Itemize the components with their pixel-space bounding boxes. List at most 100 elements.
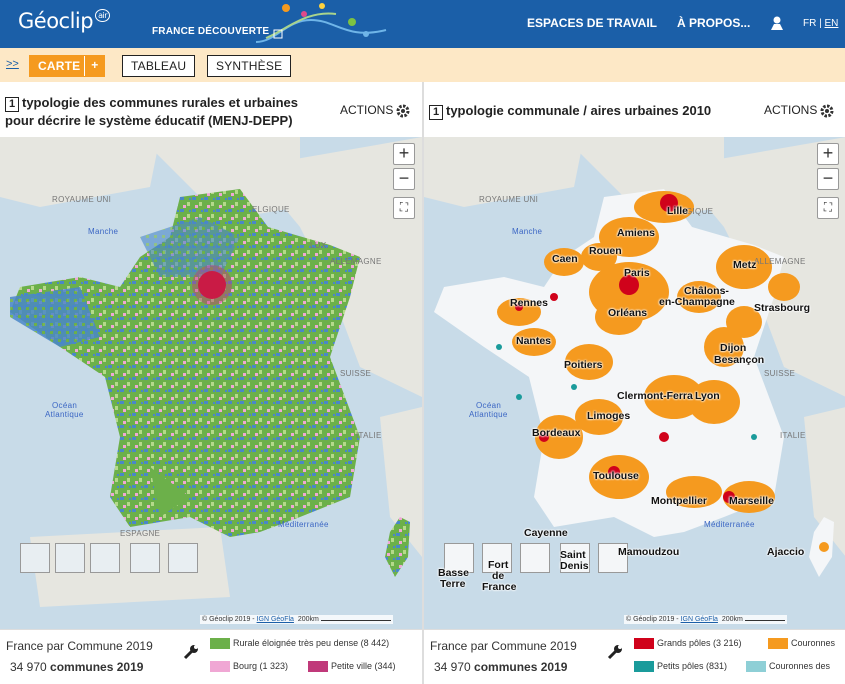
wrench-icon[interactable] (183, 644, 199, 660)
territory-scope[interactable]: France par Commune 2019 (6, 639, 153, 653)
label-mediterranee: Méditerranée (704, 520, 755, 529)
user-icon[interactable] (770, 15, 784, 31)
map-number-badge: 1 (5, 97, 19, 112)
zoom-out-button[interactable]: − (393, 168, 415, 190)
legend-swatch (746, 661, 766, 673)
city-caen: Caen (552, 253, 578, 265)
territory-scope[interactable]: France par Commune 2019 (430, 639, 577, 653)
site-subtitle: FRANCE DÉCOUVERTE (152, 26, 270, 37)
right-map[interactable]: ROYAUME UNI GIQUE ALLEMAGNE SUISSE ITALI… (424, 137, 845, 629)
right-map-title[interactable]: 1 typologie communale / aires urbaines 20… (429, 102, 749, 120)
right-map-panel: 1 typologie communale / aires urbaines 20… (424, 82, 845, 684)
label-ocean: Océan (476, 401, 502, 410)
label-uk: ROYAUME UNI (52, 195, 112, 204)
overseas-guadeloupe[interactable] (20, 543, 50, 573)
gear-icon (820, 104, 834, 118)
overseas-mayotte[interactable] (598, 543, 628, 573)
view-tabbar: >> CARTE + TABLEAU SYNTHÈSE (0, 48, 845, 82)
legend-label: Couronnes (791, 638, 836, 648)
attribution-link[interactable]: IGN GéoFla (256, 616, 294, 623)
city-fort-de-france-1: Fort (488, 559, 509, 571)
overseas-mayotte[interactable] (168, 543, 198, 573)
right-basemap (424, 137, 845, 577)
overseas-reunion[interactable] (560, 543, 590, 573)
expand-panel-link[interactable]: >> (6, 58, 19, 70)
label-belgique: GIQUE (686, 207, 714, 216)
nav-espaces-de-travail[interactable]: ESPACES DE TRAVAIL (527, 16, 658, 30)
overseas-reunion[interactable] (130, 543, 160, 573)
right-footer: France par Commune 2019 34 970 communes … (424, 629, 845, 684)
overseas-martinique[interactable] (55, 543, 85, 573)
left-actions-button[interactable]: ACTIONS (340, 103, 410, 118)
city-strasbourg: Strasbourg (754, 302, 811, 314)
city-rouen: Rouen (589, 245, 622, 257)
left-map[interactable]: ROYAUME UNI ELGIQUE LUX. ALLEMAGNE SUISS… (0, 137, 422, 629)
legend-label: Petits pôles (831) (657, 661, 728, 671)
legend-swatch (768, 638, 788, 650)
label-suisse: SUISSE (764, 369, 796, 378)
zoom-in-button[interactable]: + (393, 143, 415, 165)
city-paris: Paris (624, 267, 650, 279)
label-manche: Manche (512, 227, 543, 236)
fullscreen-button[interactable]: ⛶ (393, 197, 415, 219)
lang-separator: | (819, 18, 822, 29)
city-besancon: Besançon (714, 354, 765, 366)
tab-carte-label: CARTE (38, 59, 81, 73)
left-map-panel: 1 typologie des communes rurales et urbai… (0, 82, 422, 684)
city-marseille: Marseille (729, 495, 774, 507)
wrench-icon[interactable] (607, 644, 623, 660)
nav-a-propos[interactable]: À PROPOS... (677, 16, 751, 30)
legend-item-petits-poles: Petits pôles (831) (634, 661, 728, 673)
city-bordeaux: Bordeaux (532, 427, 581, 439)
zoom-out-button[interactable]: − (817, 168, 839, 190)
city-ajaccio: Ajaccio (767, 546, 805, 558)
panel-divider[interactable] (422, 82, 424, 684)
city-basse-terre-1: Basse (438, 567, 469, 579)
city-limoges: Limoges (587, 410, 631, 422)
left-footer: France par Commune 2019 34 970 communes … (0, 629, 422, 684)
label-manche: Manche (88, 227, 119, 236)
scale-bar (320, 616, 391, 621)
tab-tableau[interactable]: TABLEAU (122, 55, 196, 77)
city-amiens: Amiens (617, 227, 655, 239)
right-actions-button[interactable]: ACTIONS (764, 103, 834, 118)
tab-carte[interactable]: CARTE + (29, 55, 106, 77)
geoclip-logo[interactable]: Géoclip air (18, 9, 111, 33)
legend-label: Bourg (1 323) (233, 661, 289, 671)
legend-label: Petite ville (344) (331, 661, 396, 671)
scale-label: 200km (297, 616, 319, 623)
overseas-guyane[interactable] (90, 543, 120, 573)
left-basemap (0, 137, 422, 607)
overseas-martinique[interactable] (482, 543, 512, 573)
overseas-guyane[interactable] (520, 543, 550, 573)
lang-fr[interactable]: FR (803, 18, 817, 29)
lang-en[interactable]: EN (824, 18, 839, 29)
scale-bar (744, 616, 785, 621)
city-fort-de-france-2: de (492, 570, 505, 582)
language-switch: FR | EN (803, 18, 838, 29)
city-montpellier: Montpellier (651, 495, 708, 507)
city-lyon: Lyon (695, 390, 720, 402)
city-lille: Lille (667, 205, 689, 217)
city-cayenne: Cayenne (524, 527, 568, 539)
legend-swatch (210, 638, 230, 650)
legend-item-grands-poles: Grands pôles (3 216) (634, 638, 742, 650)
logo-badge: air (95, 9, 111, 22)
city-nantes: Nantes (516, 335, 552, 347)
attribution-link[interactable]: IGN GéoFla (680, 616, 718, 623)
fullscreen-button[interactable]: ⛶ (817, 197, 839, 219)
add-map-button[interactable]: + (84, 56, 104, 76)
zoom-in-button[interactable]: + (817, 143, 839, 165)
city-chalons-2: en-Champagne (659, 296, 735, 308)
logo-text: Géoclip (18, 9, 94, 33)
overseas-guadeloupe[interactable] (444, 543, 474, 573)
city-clermont: Clermont-Ferra (617, 390, 693, 402)
legend-label: Couronnes des (769, 661, 831, 671)
city-rennes: Rennes (510, 297, 548, 309)
tab-synthese[interactable]: SYNTHÈSE (207, 55, 292, 77)
gear-icon (396, 104, 410, 118)
left-map-title[interactable]: 1 typologie des communes rurales et urbai… (5, 94, 325, 130)
legend-item-couronnes-des: Couronnes des (746, 661, 831, 673)
label-suisse: SUISSE (340, 369, 372, 378)
count-label: communes 2019 (50, 660, 144, 674)
